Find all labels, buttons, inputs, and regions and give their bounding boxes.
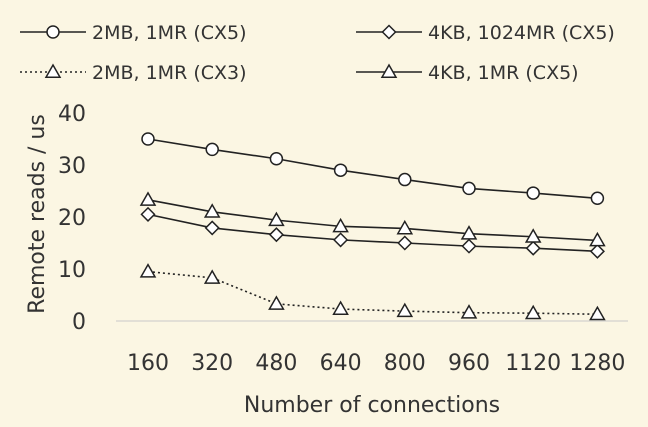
- data-point: [269, 152, 284, 166]
- legend-item: 4KB, 1024MR (CX5): [356, 22, 615, 44]
- data-point: [397, 235, 413, 251]
- data-point: [462, 181, 476, 196]
- data-point: [460, 225, 478, 240]
- y-tick-label: 10: [58, 258, 86, 283]
- legend-item: 2MB, 1MR (CX3): [20, 62, 247, 84]
- series-1: [141, 132, 605, 206]
- data-point: [526, 186, 540, 200]
- data-point: [590, 191, 605, 206]
- y-axis-ticks: 0 10 20 30 40: [58, 102, 86, 335]
- y-tick-label: 20: [58, 206, 86, 231]
- data-point: [203, 269, 221, 284]
- x-tick-label: 1120: [505, 351, 561, 376]
- x-axis-title: Number of connections: [244, 393, 500, 418]
- data-point: [396, 302, 414, 318]
- legend-label: 4KB, 1MR (CX5): [428, 62, 579, 84]
- data-point: [524, 228, 542, 243]
- legend-label: 2MB, 1MR (CX3): [92, 62, 247, 84]
- data-point: [332, 300, 349, 316]
- legend-marker: [381, 24, 397, 40]
- data-point: [141, 132, 155, 146]
- legend-marker: [46, 25, 60, 39]
- legend-label: 4KB, 1024MR (CX5): [428, 22, 615, 44]
- y-tick-label: 30: [58, 154, 86, 179]
- x-tick-label: 480: [255, 351, 297, 376]
- legend-item: 4KB, 1MR (CX5): [356, 62, 579, 84]
- legend-marker: [380, 63, 398, 78]
- data-point: [396, 219, 414, 235]
- x-tick-label: 1280: [569, 351, 625, 376]
- series-2: [140, 206, 605, 259]
- data-point: [333, 163, 348, 177]
- x-axis-ticks: 160 320 480 640 800 960 1120 1280: [127, 351, 625, 376]
- data-point: [333, 232, 349, 248]
- y-tick-label: 0: [72, 310, 86, 335]
- y-tick-label: 40: [58, 102, 86, 127]
- data-point: [398, 172, 412, 187]
- legend-item: 2MB, 1MR (CX5): [20, 22, 247, 44]
- data-point: [524, 304, 542, 320]
- legend-label: 2MB, 1MR (CX5): [92, 22, 247, 44]
- data-point: [460, 304, 478, 319]
- data-point: [589, 243, 605, 259]
- x-tick-label: 640: [320, 351, 362, 376]
- data-point: [268, 295, 285, 310]
- data-point: [203, 203, 221, 218]
- data-point: [461, 238, 477, 254]
- series-line: [147, 199, 598, 242]
- data-point: [140, 206, 156, 222]
- data-point: [139, 263, 157, 278]
- data-point: [589, 231, 606, 247]
- series-3: [139, 263, 606, 321]
- data-point: [332, 217, 349, 233]
- series-layer: [139, 132, 606, 321]
- y-axis-title: Remote reads / us: [25, 114, 50, 314]
- data-point: [139, 191, 157, 206]
- series-line: [147, 213, 598, 253]
- series-line: [147, 270, 598, 316]
- legend-marker: [44, 63, 62, 78]
- series-line: [147, 138, 598, 200]
- x-tick-label: 800: [384, 351, 426, 376]
- x-tick-label: 960: [448, 351, 490, 376]
- x-tick-label: 320: [191, 351, 233, 376]
- x-tick-label: 160: [127, 351, 169, 376]
- data-point: [589, 305, 606, 321]
- data-point: [205, 142, 219, 157]
- legend: 2MB, 1MR (CX5) 4KB, 1024MR (CX5) 2MB, 1MR …: [20, 22, 615, 84]
- data-point: [204, 220, 220, 236]
- data-point: [268, 211, 285, 227]
- data-point: [525, 240, 541, 256]
- data-point: [268, 227, 284, 243]
- series-4: [139, 191, 606, 247]
